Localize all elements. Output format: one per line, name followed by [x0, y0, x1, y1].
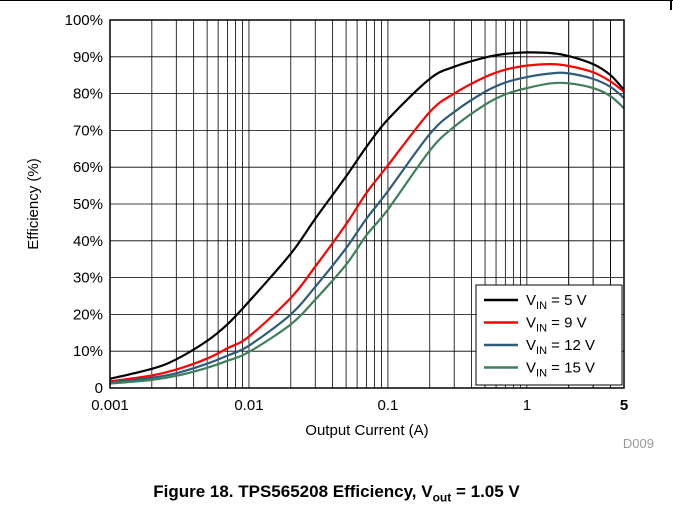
legend-label: VIN = 5 V: [526, 292, 587, 312]
y-tick-label: 0: [95, 380, 103, 397]
y-tick-label: 80%: [73, 86, 103, 103]
series-line-3: [109, 81, 625, 385]
x-tick-labels: 0.001 0.01 0.1 1 5: [91, 397, 628, 414]
legend-label: VIN = 12 V: [526, 337, 595, 357]
legend-label: VIN = 9 V: [526, 315, 587, 335]
caption-suffix: = 1.05 V: [451, 482, 520, 501]
x-tick-label: 0.01: [234, 397, 263, 414]
y-axis-label: Efficiency (%): [25, 158, 42, 249]
y-tick-label: 50%: [73, 196, 103, 213]
y-tick-label: 10%: [73, 343, 103, 360]
caption-prefix: Figure 18. TPS565208 Efficiency, V: [153, 482, 433, 501]
x-axis-label: Output Current (A): [305, 422, 428, 439]
series-line-0: [109, 51, 625, 380]
y-tick-label: 20%: [73, 306, 103, 323]
x-tick-label: 0.001: [91, 397, 129, 414]
y-tick-label: 70%: [73, 122, 103, 139]
y-tick-label: 90%: [73, 49, 103, 66]
x-tick-label: 1: [523, 397, 531, 414]
y-tick-labels: 0 10% 20% 30% 40% 50% 60% 70% 80% 90% 100%: [65, 12, 103, 397]
watermark-code: D009: [623, 436, 654, 451]
page-right-border-tick: [670, 0, 672, 10]
x-tick-label: 0.1: [377, 397, 398, 414]
y-tick-label: 30%: [73, 270, 103, 287]
series-curves: [109, 51, 625, 385]
y-tick-label: 40%: [73, 233, 103, 250]
legend-label: VIN = 15 V: [526, 360, 595, 380]
efficiency-chart: 010%20%30%40%50%60%70%80%90%100% 0.001 0.…: [25, 12, 654, 451]
y-tick-label: 100%: [65, 12, 103, 29]
x-tick-label: 5: [620, 397, 628, 414]
plot-border: [109, 19, 625, 389]
page-top-border: [0, 0, 673, 1]
figure-caption: Figure 18. TPS565208 Efficiency, Vout = …: [0, 482, 673, 504]
caption-subscript: out: [432, 490, 452, 505]
series-line-2: [109, 71, 625, 384]
series-line-1: [109, 63, 625, 383]
y-tick-label: 60%: [73, 159, 103, 176]
